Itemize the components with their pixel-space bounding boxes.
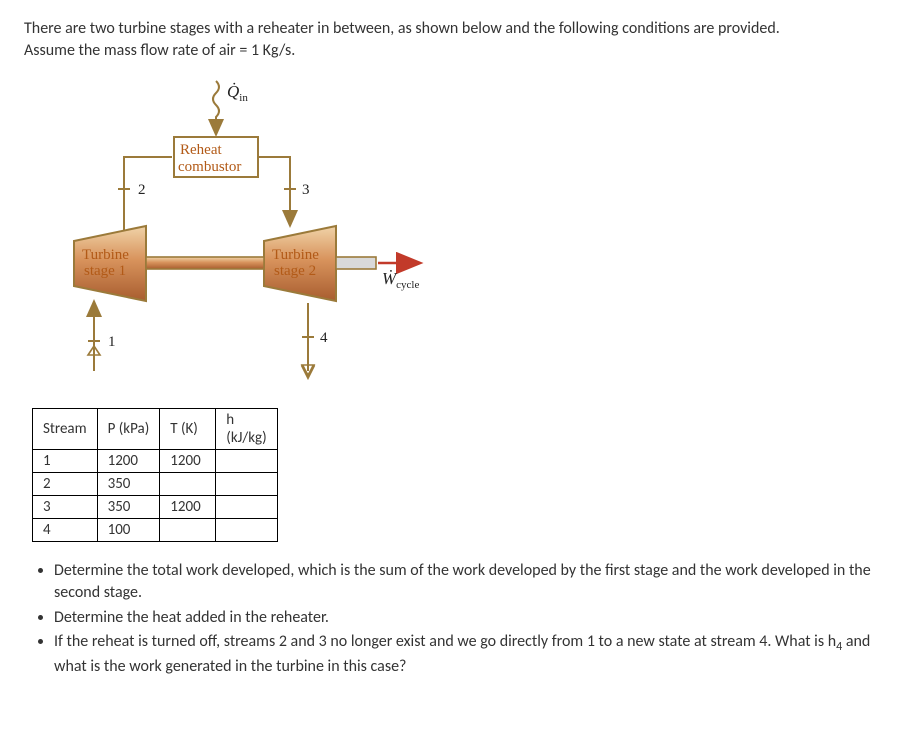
col-temperature: T (K) <box>160 408 216 449</box>
table-row: 1 1200 1200 <box>33 449 278 472</box>
reheat-label-1: Reheat <box>180 142 222 158</box>
point-1-label: 1 <box>108 334 116 350</box>
intro-line1: There are two turbine stages with a rehe… <box>24 19 780 38</box>
point-2-label: 2 <box>138 182 146 198</box>
wcycle-label: Ẇcycle <box>382 269 419 291</box>
question-3: If the reheat is turned off, streams 2 a… <box>54 631 881 678</box>
question-list: Determine the total work developed, whic… <box>54 560 881 679</box>
turbine1-label-2: stage 1 <box>84 263 126 279</box>
qin-label: Q̇in <box>227 82 248 104</box>
question-1: Determine the total work developed, whic… <box>54 560 881 605</box>
table-row: 2 350 <box>33 472 278 495</box>
turbine-diagram: Reheat combustor Turbine stage 1 Turbine… <box>44 71 881 396</box>
col-pressure: P (kPa) <box>97 408 160 449</box>
question-2: Determine the heat added in the reheater… <box>54 607 881 629</box>
turbine2-label-2: stage 2 <box>274 263 316 279</box>
point-3-label: 3 <box>302 182 310 198</box>
turbine1-label-1: Turbine <box>82 247 129 263</box>
intro-text: There are two turbine stages with a rehe… <box>24 18 881 63</box>
col-stream: Stream <box>33 408 98 449</box>
table-header-row: Stream P (kPa) T (K) h(kJ/kg) <box>33 408 278 449</box>
stream-table: Stream P (kPa) T (K) h(kJ/kg) 1 1200 120… <box>32 408 278 542</box>
col-enthalpy: h(kJ/kg) <box>216 408 277 449</box>
point-4-label: 4 <box>320 330 328 346</box>
turbine2-label-1: Turbine <box>272 247 319 263</box>
table-row: 3 350 1200 <box>33 495 278 518</box>
table-row: 4 100 <box>33 518 278 541</box>
reheat-label-2: combustor <box>178 159 241 175</box>
intro-line2: Assume the mass flow rate of air = 1 Kg/… <box>24 41 295 60</box>
